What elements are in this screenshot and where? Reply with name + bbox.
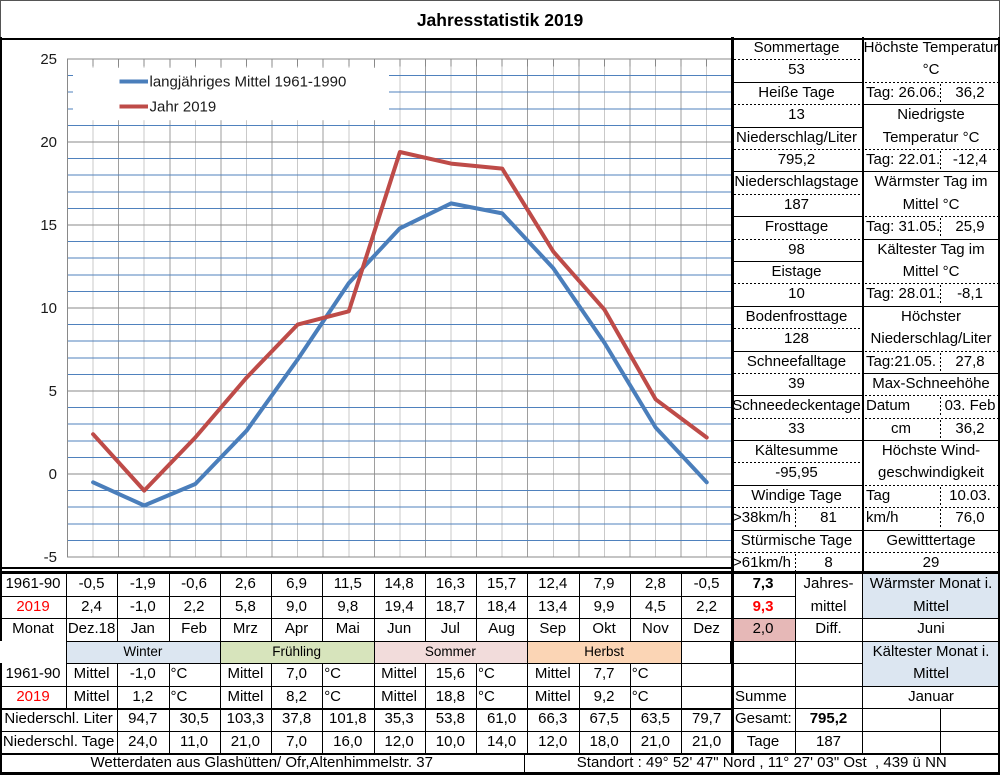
svg-text:-5: -5 bbox=[44, 549, 57, 566]
svg-text:langjähriges Mittel 1961-1990: langjähriges Mittel 1961-1990 bbox=[150, 74, 347, 91]
svg-text:5: 5 bbox=[49, 383, 57, 400]
svg-text:15: 15 bbox=[40, 217, 57, 234]
svg-text:Jahr 2019: Jahr 2019 bbox=[150, 99, 217, 116]
svg-text:20: 20 bbox=[40, 134, 57, 151]
svg-text:10: 10 bbox=[40, 300, 57, 317]
svg-text:25: 25 bbox=[40, 51, 57, 68]
svg-text:0: 0 bbox=[49, 466, 57, 483]
